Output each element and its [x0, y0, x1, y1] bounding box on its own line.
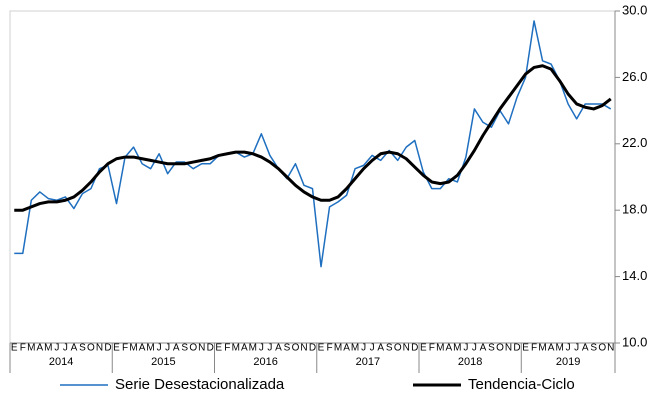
x-tick-label: N [198, 343, 205, 354]
x-tick-label: J [63, 343, 68, 354]
x-tick-label: F [122, 343, 128, 354]
x-tick-label: A [173, 343, 180, 354]
x-tick-label: N [403, 343, 410, 354]
x-tick-label: D [207, 343, 214, 354]
x-tick-label: A [343, 343, 350, 354]
x-tick-label: D [104, 343, 111, 354]
year-label: 2018 [458, 356, 482, 368]
x-tick-label: A [241, 343, 248, 354]
x-tick-label: A [548, 343, 555, 354]
legend-label: Serie Desestacionalizada [115, 376, 285, 393]
x-tick-label: E [113, 343, 120, 354]
x-tick-label: M [27, 343, 35, 354]
x-tick-label: D [513, 343, 520, 354]
x-tick-label: E [215, 343, 222, 354]
y-tick-label: 10.0 [622, 334, 647, 349]
x-tick-label: S [386, 343, 393, 354]
x-tick-label: J [472, 343, 477, 354]
x-tick-label: A [36, 343, 43, 354]
x-tick-label: M [249, 343, 257, 354]
x-tick-label: A [377, 343, 384, 354]
x-tick-label: A [71, 343, 78, 354]
x-tick-label: M [538, 343, 546, 354]
x-tick-label: J [259, 343, 264, 354]
year-label: 2019 [556, 356, 580, 368]
x-tick-label: D [309, 343, 316, 354]
plot-frame [9, 10, 616, 344]
x-tick-label: S [590, 343, 597, 354]
x-tick-label: M [44, 343, 52, 354]
x-tick-label: O [87, 343, 95, 354]
x-tick-label: J [370, 343, 375, 354]
x-tick-label: J [54, 343, 59, 354]
x-tick-label: M [436, 343, 444, 354]
x-tick-label: S [284, 343, 291, 354]
x-tick-label: O [394, 343, 402, 354]
year-label: 2014 [49, 356, 73, 368]
x-tick-label: O [189, 343, 197, 354]
series-line [14, 20, 612, 268]
y-tick-label: 26.0 [622, 69, 647, 84]
x-tick-label: J [157, 343, 162, 354]
x-tick-label: D [411, 343, 418, 354]
x-tick-label: A [275, 343, 282, 354]
x-tick-label: J [566, 343, 571, 354]
x-tick-label: M [555, 343, 563, 354]
x-tick-label: N [300, 343, 307, 354]
x-tick-label: F [429, 343, 435, 354]
x-tick-label: S [79, 343, 86, 354]
x-tick-label: S [488, 343, 495, 354]
x-tick-label: M [334, 343, 342, 354]
x-tick-label: O [292, 343, 300, 354]
x-tick-label: J [463, 343, 468, 354]
x-tick-label: M [129, 343, 137, 354]
x-tick-label: E [318, 343, 325, 354]
x-tick-label: A [446, 343, 453, 354]
x-tick-label: M [146, 343, 154, 354]
x-tick-label: F [531, 343, 537, 354]
x-tick-label: A [480, 343, 487, 354]
x-tick-label: O [496, 343, 504, 354]
x-tick-label: A [582, 343, 589, 354]
y-tick-label: 30.0 [622, 2, 647, 17]
series-line [14, 64, 612, 212]
x-tick-label: M [351, 343, 359, 354]
x-tick-label: E [11, 343, 18, 354]
x-tick-label: E [522, 343, 529, 354]
x-tick-label: F [20, 343, 26, 354]
y-tick-label: 22.0 [622, 135, 647, 150]
year-label: 2017 [356, 356, 380, 368]
x-tick-label: J [267, 343, 272, 354]
x-tick-label: N [505, 343, 512, 354]
x-tick-label: N [96, 343, 103, 354]
x-tick-label: J [574, 343, 579, 354]
y-tick-label: 18.0 [622, 202, 647, 217]
x-tick-label: F [224, 343, 230, 354]
x-tick-label: J [165, 343, 170, 354]
x-tick-label: F [326, 343, 332, 354]
x-tick-label: O [598, 343, 606, 354]
x-tick-label: E [420, 343, 427, 354]
x-tick-label: A [139, 343, 146, 354]
x-tick-label: M [232, 343, 240, 354]
year-label: 2015 [151, 356, 175, 368]
x-tick-label: M [453, 343, 461, 354]
year-label: 2016 [253, 356, 277, 368]
x-tick-label: J [361, 343, 366, 354]
y-tick-label: 14.0 [622, 268, 647, 283]
x-tick-label: S [181, 343, 188, 354]
x-tick-label: N [607, 343, 614, 354]
legend-label: Tendencia-Ciclo [468, 376, 575, 393]
